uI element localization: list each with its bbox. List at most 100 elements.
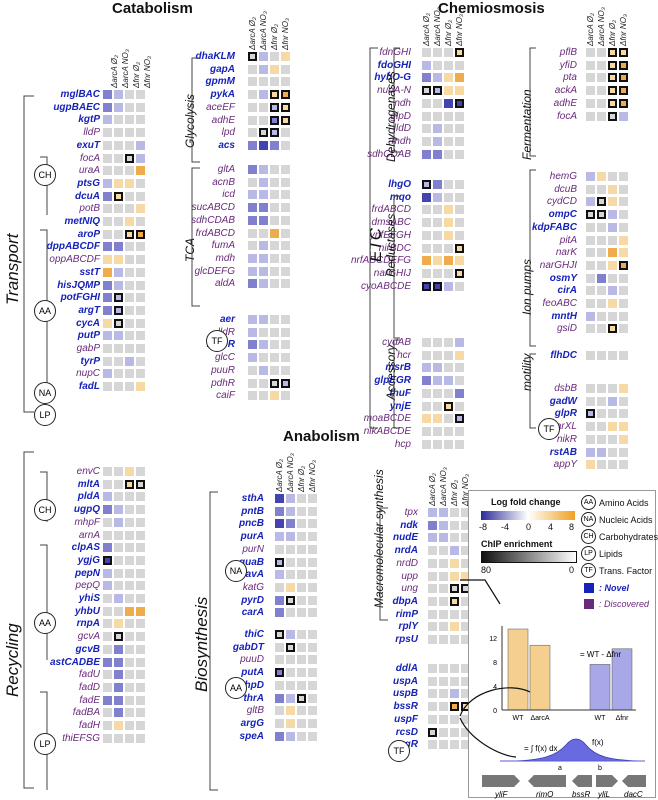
heatmap-cell-lpd-1 (248, 128, 257, 138)
category-biosynthesis: Biosynthesis (192, 596, 211, 692)
heatmap-cell-ugpBAEC-3 (125, 102, 134, 112)
heatmap-cell-flhDC-4 (619, 351, 628, 360)
gene-label-ynfEFGH: ynfEFGH (369, 229, 411, 241)
heatmap-cell-glcDEFG-4 (281, 266, 290, 276)
heatmap-cell-nrdD-1 (428, 558, 437, 568)
heatmap-cell-adhE-1 (248, 115, 257, 125)
heatmap-cell-narGHIJ-2 (433, 268, 442, 278)
column-header-1-3: Δfnr Ø₂ (132, 61, 141, 88)
heatmap-cell-ygjG-1 (103, 555, 112, 565)
heatmap-cell-oppABCDF-4 (136, 255, 145, 265)
gene-label-hisJQMP: hisJQMP (57, 279, 100, 291)
heatmap-cell-gapA-1 (248, 64, 257, 74)
heatmap-cell-lldR-2 (259, 327, 268, 337)
heatmap-cell-yhbU-1 (103, 606, 112, 616)
heatmap-cell-narGHJI-3 (608, 260, 617, 270)
gene-label-ygjG: ygjG (77, 554, 100, 566)
heatmap-cell-nrdD-2 (439, 558, 448, 568)
heatmap-cell-ugpQ-1 (103, 505, 112, 515)
heatmap-cell-thiEFSG-1 (103, 733, 112, 743)
heatmap-cell-frdABCD-1 (248, 228, 257, 238)
gene-label-putA: putA (241, 667, 264, 679)
heatmap-cell-aroP-2 (114, 229, 123, 239)
chip-min: 80 (481, 565, 492, 575)
heatmap-cell-astCADBE-3 (125, 657, 134, 667)
heatmap-cell-astCADBE-4 (136, 657, 145, 667)
gene-label-gltB: gltB (246, 705, 264, 717)
gene-label-mglBAC: mglBAC (60, 89, 100, 100)
gene-label-gsiD: gsiD (556, 323, 577, 335)
heatmap-cell-nikR-2 (597, 434, 606, 444)
heatmap-cell-ptsG-1 (103, 178, 112, 188)
heatmap-cell-mdh-4 (455, 136, 464, 146)
heatmap-cell-fhuF-1 (422, 388, 431, 398)
heatmap-cell-pitA-1 (586, 235, 595, 245)
heatmap-cell-dhaKLM-1 (248, 52, 257, 61)
gene-label-potFGHI: potFGHI (60, 292, 100, 304)
heatmap-cell-ddlA-4 (461, 664, 470, 673)
heatmap-cell-ddlA-1 (428, 664, 437, 673)
heatmap-cell-fdoGHI-3 (444, 60, 453, 70)
heatmap-cell-putA-2 (286, 668, 295, 678)
gene-label-gadW: gadW (549, 395, 577, 407)
heatmap-cell-ygjG-3 (125, 555, 134, 565)
heatmap-cell-fadD-3 (125, 682, 134, 692)
heatmap-cell-aer-4 (281, 315, 290, 324)
gene-label-mqo: mqo (389, 191, 411, 203)
heatmap-cell-hcr-2 (433, 350, 442, 360)
heatmap-cell-pykA-1 (248, 90, 257, 100)
heatmap-cell-caiF-3 (270, 391, 279, 401)
heatmap-cell-lldD-4 (455, 124, 464, 134)
heatmap-cell-glcC-2 (259, 353, 268, 363)
heatmap-cell-putA-4 (308, 668, 317, 678)
heatmap-cell-hybO-G-2 (433, 73, 442, 83)
gene-label-potB: potB (79, 203, 100, 215)
heatmap-cell-sdhCDAB-2 (259, 215, 268, 225)
heatmap-cell-mglBAC-4 (136, 90, 145, 99)
heatmap-cell-pepN-4 (136, 568, 145, 578)
gene-label-rimP: rimP (395, 608, 418, 620)
heatmap-cell-pncB-1 (275, 519, 284, 529)
heatmap-cell-gcvB-2 (114, 644, 123, 654)
heatmap-cell-mntH-4 (619, 311, 628, 321)
heatmap-cell-rnpA-3 (125, 619, 134, 629)
heatmap-cell-lldP-2 (114, 128, 123, 138)
heatmap-cell-putP-2 (114, 331, 123, 341)
gene-label-yhiS: yhiS (78, 593, 100, 604)
heatmap-cell-argR-1 (428, 740, 437, 750)
heatmap-cell-cycA-4 (136, 318, 145, 328)
heatmap-cell-mqo-3 (444, 192, 453, 202)
category-tca: TCA (183, 238, 197, 262)
novel-swatch (584, 583, 594, 593)
heatmap-cell-fadU-2 (114, 670, 123, 680)
column-header-2-3: Δfnr Ø₂ (270, 23, 279, 50)
heatmap-cell-gsiD-2 (597, 324, 606, 334)
gene-label-uspA: uspA (393, 675, 418, 687)
heatmap-cell-nupC-2 (114, 369, 123, 379)
heatmap-cell-ndk-1 (428, 520, 437, 530)
heatmap-cell-aroP-4 (136, 229, 145, 239)
heatmap-cell-glpEGR-2 (433, 376, 442, 386)
gene-label-ung: ung (401, 583, 418, 595)
heatmap-cell-lldD-1 (422, 124, 431, 134)
heatmap-cell-nikR-1 (586, 434, 595, 444)
heatmap-cell-narGHIJ-3 (444, 268, 453, 278)
gene-label-fumA: fumA (211, 240, 235, 252)
gene-label-thiC: thiC (244, 629, 264, 640)
heatmap-cell-ynfEFGH-4 (455, 230, 464, 240)
heatmap-cell-astCADBE-2 (114, 657, 123, 667)
heatmap-cell-pntB-4 (308, 506, 317, 516)
heatmap-cell-pyrD-1 (275, 595, 284, 605)
heatmap-cell-mhpF-1 (103, 517, 112, 527)
heatmap-cell-rnpA-1 (103, 619, 112, 629)
heatmap-cell-dppABCDF-4 (136, 242, 145, 252)
gene-label-pykA: pykA (210, 89, 235, 101)
heatmap-cell-rimP-4 (461, 609, 470, 619)
heatmap-cell-sstT-4 (136, 267, 145, 277)
gene-label-mhpD: mhpD (235, 679, 264, 691)
gene-label-nrdA: nrdA (394, 545, 418, 557)
heatmap-cell-focA-2 (597, 111, 606, 121)
gene-label-narGHIJ: narGHIJ (373, 267, 411, 279)
gene-label-hcp: hcp (394, 438, 411, 450)
heatmap-cell-lldD-3 (444, 124, 453, 134)
